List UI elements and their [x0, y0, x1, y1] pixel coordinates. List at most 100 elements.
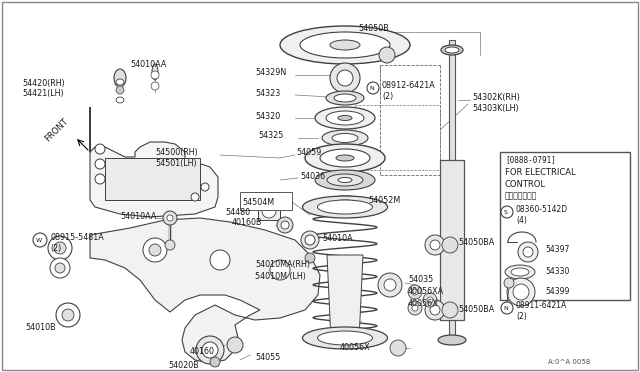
Circle shape	[501, 302, 513, 314]
Ellipse shape	[327, 174, 363, 186]
Circle shape	[430, 305, 440, 315]
Circle shape	[165, 240, 175, 250]
Circle shape	[95, 159, 105, 169]
Ellipse shape	[280, 26, 410, 64]
Text: (2): (2)	[50, 244, 61, 253]
Ellipse shape	[334, 94, 356, 102]
Circle shape	[367, 82, 379, 94]
Text: 54010B: 54010B	[25, 323, 56, 331]
Text: 08912-6421A: 08912-6421A	[382, 80, 436, 90]
Circle shape	[513, 284, 529, 300]
Text: 54010A: 54010A	[322, 234, 353, 243]
Circle shape	[379, 47, 395, 63]
Circle shape	[62, 309, 74, 321]
Text: 08911-6421A: 08911-6421A	[516, 301, 567, 311]
Circle shape	[50, 258, 70, 278]
Circle shape	[151, 82, 159, 90]
Bar	[105, 158, 200, 200]
Circle shape	[305, 253, 315, 263]
Circle shape	[262, 204, 276, 218]
Circle shape	[95, 174, 105, 184]
Text: CONTROL: CONTROL	[505, 180, 546, 189]
Circle shape	[227, 337, 243, 353]
Ellipse shape	[317, 331, 372, 345]
Circle shape	[412, 305, 418, 311]
Ellipse shape	[438, 335, 466, 345]
Text: 40056X: 40056X	[408, 298, 438, 308]
Ellipse shape	[336, 155, 354, 161]
Circle shape	[270, 260, 290, 280]
Ellipse shape	[116, 79, 124, 85]
Circle shape	[210, 357, 220, 367]
Circle shape	[425, 235, 445, 255]
Circle shape	[430, 240, 440, 250]
Bar	[240, 192, 292, 210]
Text: 54399: 54399	[545, 288, 570, 296]
Text: 54320: 54320	[255, 112, 280, 121]
Ellipse shape	[505, 265, 535, 279]
Text: W: W	[36, 237, 42, 243]
Text: 54059: 54059	[296, 148, 321, 157]
Ellipse shape	[303, 196, 387, 218]
Text: 54501(LH): 54501(LH)	[155, 158, 196, 167]
Text: 54052M: 54052M	[368, 196, 400, 205]
Text: [0888-0791]: [0888-0791]	[505, 155, 556, 164]
Circle shape	[518, 242, 538, 262]
Text: 54303K(LH): 54303K(LH)	[472, 103, 518, 112]
Circle shape	[281, 221, 289, 229]
Circle shape	[378, 273, 402, 297]
Circle shape	[202, 342, 218, 358]
Bar	[440, 160, 464, 320]
Text: 電子制御タイプ: 電子制御タイプ	[505, 192, 538, 201]
Text: 54421(LH): 54421(LH)	[22, 89, 63, 97]
Ellipse shape	[326, 111, 364, 125]
Circle shape	[408, 301, 422, 315]
Circle shape	[330, 63, 360, 93]
Circle shape	[390, 340, 406, 356]
Text: (4): (4)	[516, 215, 527, 224]
Text: (2): (2)	[516, 312, 527, 321]
Circle shape	[55, 263, 65, 273]
Bar	[258, 202, 280, 220]
Ellipse shape	[332, 134, 358, 142]
Ellipse shape	[338, 115, 352, 121]
Text: 40056X: 40056X	[340, 343, 371, 353]
Ellipse shape	[322, 130, 368, 146]
Circle shape	[210, 250, 230, 270]
Text: 08360-5142D: 08360-5142D	[516, 205, 568, 214]
Text: 54302K(RH): 54302K(RH)	[472, 93, 520, 102]
Circle shape	[442, 302, 458, 318]
Circle shape	[163, 211, 177, 225]
Circle shape	[384, 279, 396, 291]
Ellipse shape	[152, 64, 158, 80]
Text: 54036: 54036	[300, 171, 325, 180]
Polygon shape	[327, 255, 363, 340]
Circle shape	[116, 86, 124, 94]
Ellipse shape	[331, 200, 359, 210]
Ellipse shape	[317, 200, 372, 214]
Circle shape	[423, 293, 437, 307]
Ellipse shape	[300, 32, 390, 58]
Ellipse shape	[441, 45, 463, 55]
Circle shape	[48, 236, 72, 260]
Circle shape	[54, 242, 66, 254]
Circle shape	[412, 289, 418, 295]
Circle shape	[501, 206, 513, 218]
Circle shape	[56, 303, 80, 327]
Text: 54420(RH): 54420(RH)	[22, 78, 65, 87]
Text: 54325: 54325	[258, 131, 284, 140]
Ellipse shape	[114, 69, 126, 87]
Text: 40056XA: 40056XA	[408, 288, 444, 296]
Text: S: S	[504, 209, 508, 215]
Ellipse shape	[445, 47, 459, 53]
Text: 54010MA(RH): 54010MA(RH)	[255, 260, 310, 269]
Circle shape	[191, 193, 199, 201]
Text: 54500(RH): 54500(RH)	[155, 148, 198, 157]
Circle shape	[507, 278, 535, 306]
Text: 54010M (LH): 54010M (LH)	[255, 272, 306, 280]
Text: 54010AA: 54010AA	[130, 60, 166, 68]
Circle shape	[167, 215, 173, 221]
Bar	[500, 152, 630, 300]
Circle shape	[442, 237, 458, 253]
Polygon shape	[90, 107, 218, 217]
